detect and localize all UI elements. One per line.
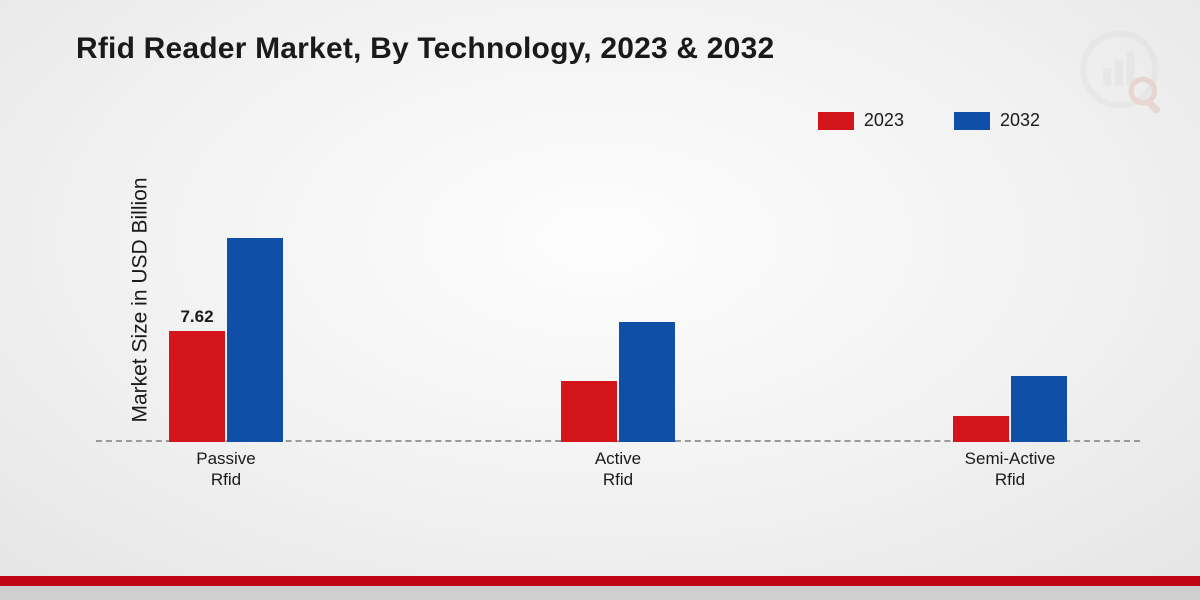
plot-area: 7.62 Passive Rfid Active Rfid Semi-Activ… [96,150,1140,490]
footer-red-bar [0,576,1200,586]
bar-label-passive-2023: 7.62 [180,307,213,327]
xlabel-semiactive: Semi-Active Rfid [910,446,1110,490]
xlabel-active: Active Rfid [518,446,718,490]
group-semiactive [910,150,1110,442]
bar-passive-2032 [227,238,283,442]
chart-title: Rfid Reader Market, By Technology, 2023 … [76,32,774,66]
group-active [518,150,718,442]
legend-item-2032: 2032 [954,110,1040,131]
legend-swatch-2023 [818,112,854,130]
bar-semiactive-2023 [953,416,1009,442]
legend-label-2023: 2023 [864,110,904,131]
chart-canvas: Rfid Reader Market, By Technology, 2023 … [0,0,1200,600]
footer-grey-bar [0,586,1200,600]
bar-groups: 7.62 [96,150,1140,442]
group-passive: 7.62 [126,150,326,442]
bar-semiactive-2032 [1011,376,1067,442]
watermark-logo [1078,28,1168,118]
bar-active-2032 [619,322,675,442]
x-axis-labels: Passive Rfid Active Rfid Semi-Active Rfi… [96,446,1140,490]
legend-swatch-2032 [954,112,990,130]
bar-passive-2023: 7.62 [169,331,225,442]
legend-label-2032: 2032 [1000,110,1040,131]
legend-item-2023: 2023 [818,110,904,131]
legend: 2023 2032 [818,110,1040,131]
bar-active-2023 [561,381,617,442]
xlabel-passive: Passive Rfid [126,446,326,490]
